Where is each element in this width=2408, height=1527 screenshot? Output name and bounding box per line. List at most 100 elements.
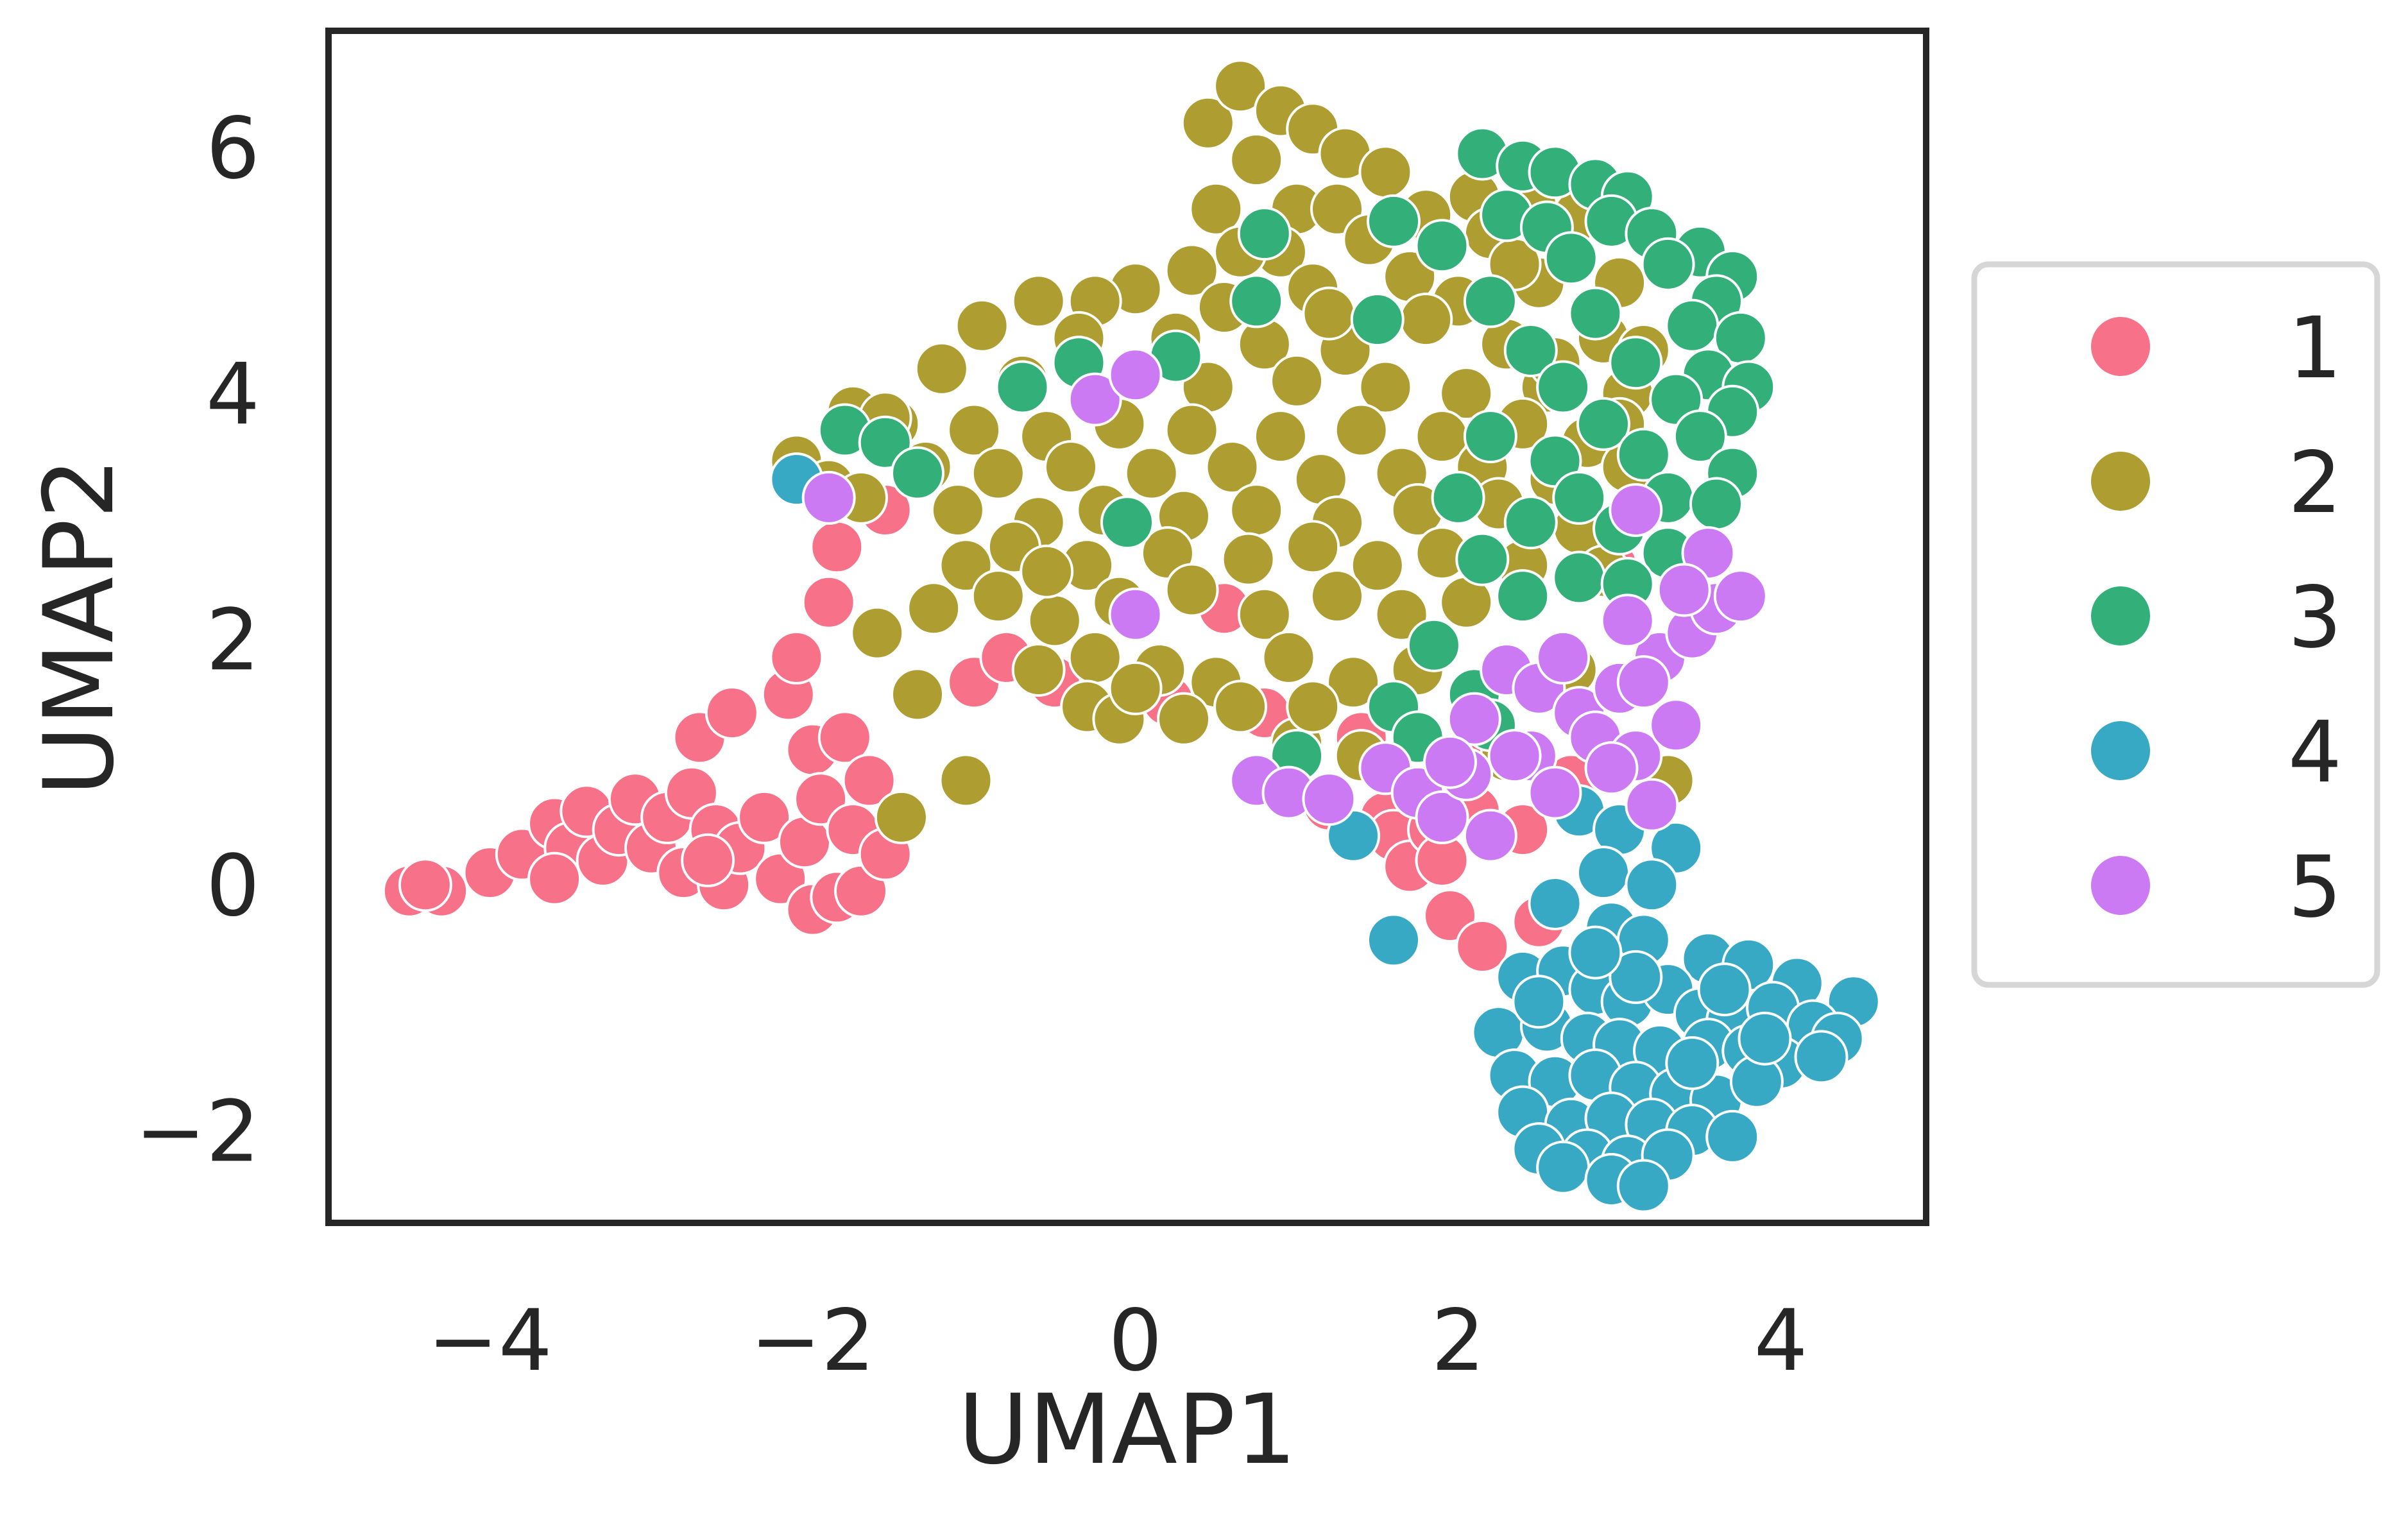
data-point bbox=[1124, 446, 1179, 500]
data-point bbox=[769, 630, 824, 685]
data-point bbox=[1100, 495, 1154, 550]
data-point bbox=[1794, 1030, 1849, 1084]
data-point bbox=[1011, 643, 1066, 697]
y-tick-label: 6 bbox=[206, 99, 260, 198]
data-point bbox=[1237, 587, 1292, 642]
data-point bbox=[939, 753, 993, 808]
data-point bbox=[1165, 563, 1219, 617]
data-point bbox=[1439, 366, 1494, 421]
data-point bbox=[1326, 655, 1381, 710]
data-point bbox=[1213, 59, 1268, 114]
data-point bbox=[1302, 772, 1356, 826]
data-point bbox=[1447, 692, 1501, 746]
y-tick-label: −2 bbox=[135, 1082, 260, 1181]
legend-marker-1 bbox=[2088, 314, 2153, 379]
data-point bbox=[1609, 950, 1663, 1004]
data-point bbox=[1584, 741, 1639, 796]
data-point bbox=[1261, 630, 1316, 685]
data-point bbox=[1609, 483, 1663, 537]
data-point bbox=[971, 569, 1025, 624]
points-layer bbox=[382, 59, 1881, 1213]
data-point bbox=[850, 606, 905, 660]
y-tick-label: 0 bbox=[206, 837, 260, 935]
data-point bbox=[842, 753, 896, 808]
data-point bbox=[810, 520, 864, 574]
data-point bbox=[1229, 274, 1284, 328]
data-point bbox=[1609, 336, 1663, 390]
data-point bbox=[1367, 194, 1421, 248]
data-point bbox=[1431, 470, 1485, 525]
data-point bbox=[1286, 520, 1340, 574]
data-point bbox=[1108, 348, 1163, 402]
data-point bbox=[1625, 778, 1679, 832]
data-point bbox=[1552, 470, 1607, 525]
data-point bbox=[995, 360, 1050, 414]
data-point bbox=[1705, 1109, 1760, 1164]
data-point bbox=[1157, 692, 1211, 746]
data-point bbox=[907, 581, 961, 636]
data-point bbox=[1221, 532, 1276, 586]
data-point bbox=[1528, 876, 1582, 930]
series-1 bbox=[382, 483, 1639, 973]
legend-marker-3 bbox=[2088, 584, 2153, 648]
data-point bbox=[1165, 403, 1219, 457]
data-point bbox=[1205, 440, 1260, 494]
data-point bbox=[1367, 913, 1421, 968]
legend-label-4: 4 bbox=[2288, 703, 2342, 802]
data-point bbox=[1616, 655, 1671, 710]
data-point bbox=[1552, 550, 1607, 605]
data-point bbox=[1020, 544, 1074, 599]
data-point bbox=[1568, 286, 1623, 341]
data-point bbox=[1181, 96, 1235, 150]
data-point bbox=[527, 851, 582, 906]
x-tick-label: −4 bbox=[427, 1292, 552, 1390]
x-axis-ticks: −4 −2 0 2 4 bbox=[427, 1292, 1807, 1390]
data-point bbox=[914, 341, 969, 396]
data-point bbox=[1503, 323, 1558, 377]
data-point bbox=[801, 470, 856, 525]
series-4 bbox=[769, 452, 1881, 1213]
data-point bbox=[1237, 207, 1292, 261]
data-point bbox=[1713, 569, 1768, 624]
data-point bbox=[1358, 360, 1413, 414]
data-point bbox=[1399, 293, 1453, 347]
data-point bbox=[1068, 372, 1122, 427]
data-point bbox=[1310, 569, 1364, 624]
data-point bbox=[1536, 1140, 1591, 1195]
data-point bbox=[1625, 858, 1679, 912]
data-point bbox=[1641, 237, 1695, 291]
data-point bbox=[1487, 729, 1542, 783]
data-point bbox=[874, 790, 928, 844]
data-point bbox=[1455, 919, 1510, 973]
data-point bbox=[1463, 808, 1517, 863]
data-point bbox=[398, 858, 452, 912]
data-point bbox=[1253, 409, 1308, 464]
y-tick-label: 4 bbox=[206, 345, 260, 444]
legend-box bbox=[1971, 261, 2380, 988]
y-axis-label: UMAP2 bbox=[24, 457, 135, 796]
data-point bbox=[1697, 962, 1752, 1017]
data-point bbox=[1423, 735, 1477, 789]
data-point bbox=[1657, 563, 1711, 617]
x-axis-label: UMAP1 bbox=[958, 1374, 1297, 1486]
data-point bbox=[1463, 274, 1517, 328]
data-point bbox=[1455, 532, 1510, 586]
data-point bbox=[801, 575, 856, 629]
data-point bbox=[955, 298, 1009, 353]
data-point bbox=[1528, 765, 1582, 820]
data-point bbox=[1576, 397, 1630, 451]
plot-frame bbox=[325, 28, 1929, 1226]
data-point bbox=[1213, 679, 1268, 734]
data-point bbox=[1415, 790, 1469, 844]
data-point bbox=[1358, 145, 1413, 200]
data-point bbox=[1044, 440, 1098, 494]
legend-marker-2 bbox=[2088, 449, 2153, 513]
series-5 bbox=[801, 348, 1768, 863]
data-point bbox=[1738, 1011, 1792, 1066]
data-point bbox=[1350, 538, 1405, 593]
data-point bbox=[1665, 1036, 1720, 1090]
legend-label-5: 5 bbox=[2288, 838, 2342, 937]
x-tick-label: 2 bbox=[1431, 1292, 1485, 1390]
